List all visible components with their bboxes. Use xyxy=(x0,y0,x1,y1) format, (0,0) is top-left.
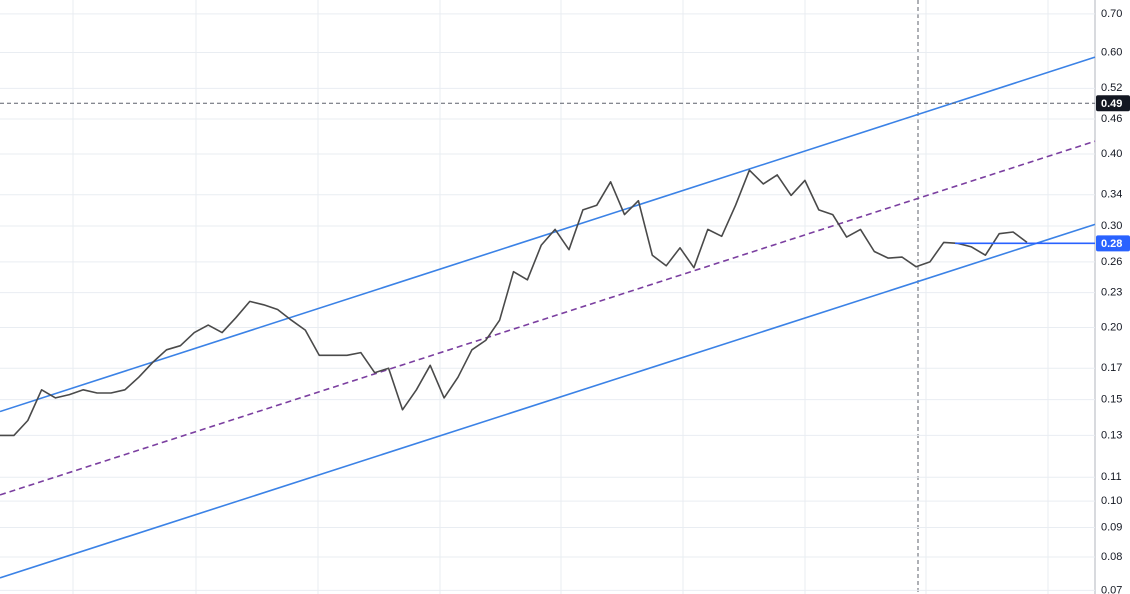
y-tick-label: 0.40 xyxy=(1101,148,1122,160)
y-tick-label: 0.46 xyxy=(1101,113,1122,125)
price-line xyxy=(0,169,1028,437)
y-tick-label: 0.30 xyxy=(1101,220,1122,232)
y-tick-label: 0.13 xyxy=(1101,429,1122,441)
y-tick-label: 0.11 xyxy=(1101,471,1122,483)
last-price-label-bg xyxy=(1096,235,1130,252)
y-tick-label: 0.17 xyxy=(1101,362,1122,374)
y-tick-label: 0.15 xyxy=(1101,393,1122,405)
y-tick-label: 0.26 xyxy=(1101,256,1122,268)
channel-line xyxy=(0,223,1096,579)
channel-line xyxy=(0,56,1096,413)
y-tick-label: 0.60 xyxy=(1101,46,1122,58)
y-tick-label: 0.10 xyxy=(1101,495,1122,507)
y-tick-label: 0.34 xyxy=(1101,189,1122,201)
y-tick-label: 0.52 xyxy=(1101,82,1122,94)
y-tick-label: 0.07 xyxy=(1101,584,1122,594)
y-tick-label: 0.20 xyxy=(1101,321,1122,333)
crosshair-label-bg xyxy=(1096,95,1130,112)
y-tick-label: 0.08 xyxy=(1101,551,1122,563)
crosshair-label: 0.49 xyxy=(1101,98,1122,110)
y-tick-label: 0.09 xyxy=(1101,521,1122,533)
last-price-label: 0.28 xyxy=(1101,238,1122,250)
grid xyxy=(72,0,1049,594)
y-tick-label: 0.70 xyxy=(1101,8,1122,20)
y-tick-label: 0.23 xyxy=(1101,286,1122,298)
channel-line xyxy=(0,140,1096,496)
